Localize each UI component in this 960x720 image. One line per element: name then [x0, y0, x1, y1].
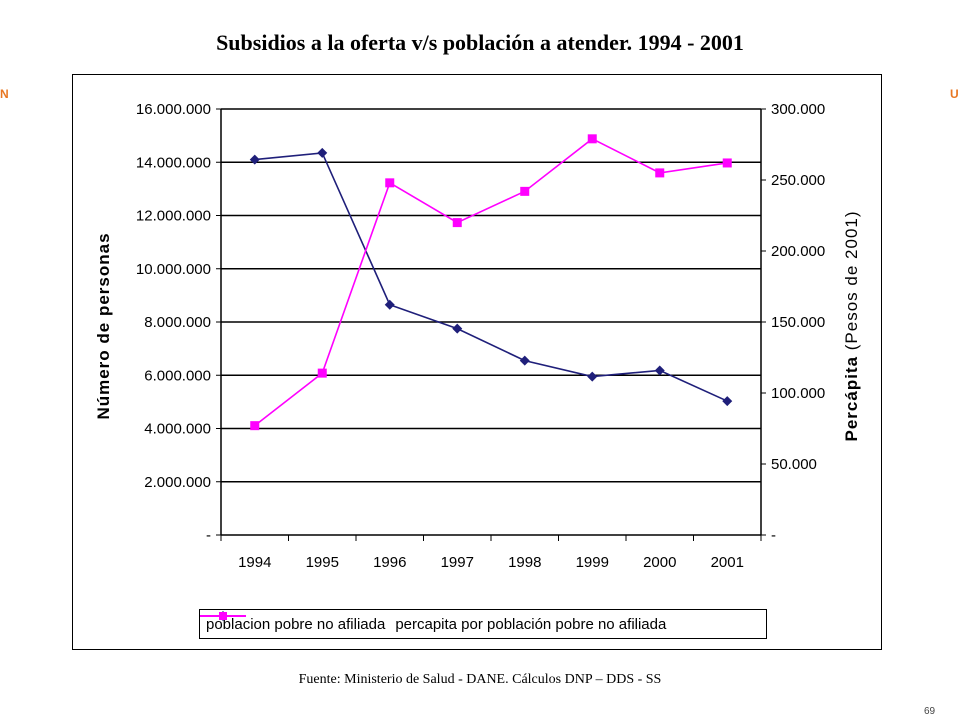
side-mark-left: N	[0, 87, 8, 101]
line-chart: - 2.000.000 4.000.000 6.000.000 8.000.000 10.…	[94, 101, 861, 571]
legend-label-series-2: percapita por población pobre no afiliad…	[395, 615, 667, 633]
data-point-percapita	[452, 218, 462, 228]
y-tick-label-right: 100.000	[771, 385, 825, 402]
slide-title: Subsidios a la oferta v/s población a at…	[216, 30, 744, 55]
data-point-poblacion	[384, 299, 395, 310]
y-tick-label-right: 250.000	[771, 172, 825, 189]
data-point-poblacion	[722, 396, 733, 407]
y-tick-label-right: 300.000	[771, 101, 825, 118]
data-point-poblacion	[587, 371, 598, 382]
data-point-poblacion	[654, 365, 665, 376]
chart-frame: - 2.000.000 4.000.000 6.000.000 8.000.000 10.…	[72, 74, 882, 650]
x-tick-label: 1997	[441, 554, 474, 571]
data-point-percapita	[317, 368, 327, 378]
x-tick-label: 2001	[711, 554, 744, 571]
y-tick-label-right: 200.000	[771, 243, 825, 260]
x-tick-label: 1995	[306, 554, 339, 571]
y-axis-title-right-main: Percápita	[842, 350, 861, 441]
data-point-percapita	[655, 168, 665, 178]
y-tick-label-left: 8.000.000	[144, 314, 211, 331]
legend-swatch-series-2	[200, 612, 246, 620]
page-number: 69	[924, 706, 936, 717]
series-line-percapita	[254, 137, 728, 427]
series-line-poblacion	[254, 152, 728, 402]
y-tick-label-left: 10.000.000	[136, 261, 211, 278]
y-tick-label-left: -	[206, 527, 211, 544]
data-point-poblacion	[249, 154, 260, 165]
source-note: Fuente: Ministerio de Salud - DANE. Cálc…	[298, 672, 662, 687]
side-mark-right: U	[950, 87, 958, 101]
y-tick-label-left: 4.000.000	[144, 421, 211, 438]
x-tick-label: 1999	[576, 554, 609, 571]
y-tick-label-right: 150.000	[771, 314, 825, 331]
chart-legend: poblacion pobre no afiliada percapita po…	[199, 609, 767, 639]
y-tick-label-left: 2.000.000	[144, 474, 211, 491]
y-tick-label-left: 6.000.000	[144, 367, 211, 384]
y-axis-title-right-sub: (Pesos de 2001)	[842, 210, 861, 350]
legend-item-series-2: percapita por población pobre no afiliad…	[200, 612, 667, 633]
data-point-percapita	[385, 178, 395, 188]
data-point-percapita	[250, 421, 260, 431]
data-point-percapita	[587, 134, 597, 144]
data-point-poblacion	[317, 147, 328, 158]
y-axis-title-left: Número de personas	[94, 232, 113, 419]
data-point-percapita	[520, 186, 530, 196]
y-tick-label-right: -	[771, 527, 776, 544]
y-tick-label-left: 12.000.000	[136, 208, 211, 225]
y-tick-label-left: 14.000.000	[136, 154, 211, 171]
x-tick-label: 1996	[373, 554, 406, 571]
data-point-poblacion	[452, 323, 463, 334]
x-tick-label: 1998	[508, 554, 541, 571]
data-point-percapita	[722, 158, 732, 168]
data-point-poblacion	[519, 355, 530, 366]
y-tick-label-left: 16.000.000	[136, 101, 211, 118]
y-tick-label-right: 50.000	[771, 456, 817, 473]
x-tick-label: 1994	[238, 554, 271, 571]
y-axis-title-right: Percápita (Pesos de 2001)	[842, 210, 861, 441]
x-tick-label: 2000	[643, 554, 676, 571]
legend-label-series-1: poblacion pobre no afiliada	[206, 615, 386, 633]
